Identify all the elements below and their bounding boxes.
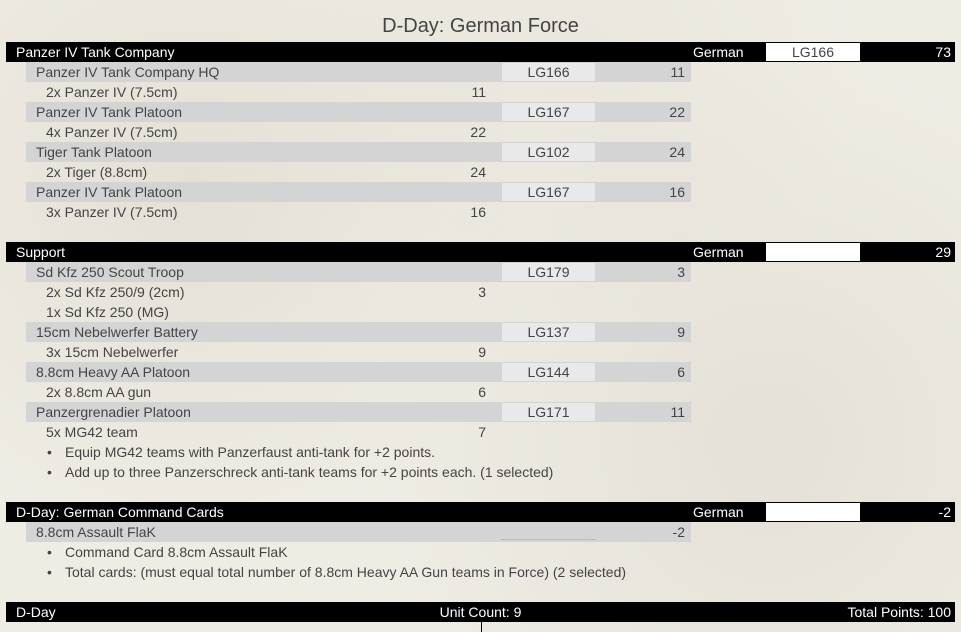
sub-points: 16 <box>470 204 486 220</box>
unit-code: LG166 <box>501 62 596 82</box>
sub-label: 2x Tiger (8.8cm) <box>46 164 148 180</box>
unit-label: 15cm Nebelwerfer Battery <box>36 324 198 340</box>
sub-item: 3x 15cm Nebelwerfer 9 <box>46 342 486 362</box>
section-code <box>766 243 860 261</box>
sub-item: 2x Panzer IV (7.5cm) 11 <box>46 82 486 102</box>
unit-label: Panzer IV Tank Platoon <box>36 104 183 120</box>
unit-points: 9 <box>596 322 691 342</box>
option-item[interactable]: Total cards: (must equal total number of… <box>47 562 626 582</box>
footer-bar: D-Day Unit Count: 9 Total Points: 100 <box>6 602 955 622</box>
sub-item: 3x Panzer IV (7.5cm) 16 <box>46 202 486 222</box>
sub-label: 3x 15cm Nebelwerfer <box>46 344 179 360</box>
section-points: 73 <box>935 44 951 60</box>
unit-code: LG102 <box>501 142 596 162</box>
unit-label: Panzer IV Tank Platoon <box>36 184 183 200</box>
section-header-support: Support German 29 <box>6 242 955 262</box>
section-points: 29 <box>935 244 951 260</box>
unit-points: 3 <box>596 262 691 282</box>
unit-count: Unit Count: 9 <box>439 604 522 620</box>
unit-points: 11 <box>596 402 691 422</box>
unit-row[interactable]: Panzer IV Tank Platoon LG167 22 <box>26 102 691 122</box>
section-points: -2 <box>938 504 951 520</box>
sub-label: 2x Sd Kfz 250/9 (2cm) <box>46 284 185 300</box>
unit-points: 6 <box>596 362 691 382</box>
unit-code: LG179 <box>501 262 596 282</box>
sub-points: 3 <box>478 284 486 300</box>
option-item[interactable]: Equip MG42 teams with Panzerfaust anti-t… <box>47 442 435 462</box>
sub-points: 6 <box>478 384 486 400</box>
section-name: Support <box>16 244 66 260</box>
sub-points: 11 <box>471 84 486 100</box>
unit-label: Panzergrenadier Platoon <box>36 404 191 420</box>
unit-code: LG167 <box>501 102 596 122</box>
unit-code: LG167 <box>501 182 596 202</box>
option-item[interactable]: Command Card 8.8cm Assault FlaK <box>47 542 287 562</box>
unit-row[interactable]: Panzer IV Tank Platoon LG167 16 <box>26 182 691 202</box>
sub-points: 9 <box>478 344 486 360</box>
option-item[interactable]: Add up to three Panzerschreck anti-tank … <box>47 462 553 482</box>
unit-points: 24 <box>596 142 691 162</box>
page-title: D-Day: German Force <box>382 15 579 37</box>
section-code: LG166 <box>766 43 860 61</box>
unit-label: Panzer IV Tank Company HQ <box>36 64 220 80</box>
unit-row[interactable]: Panzer IV Tank Company HQ LG166 11 <box>26 62 691 82</box>
sub-item: 2x Tiger (8.8cm) 24 <box>46 162 486 182</box>
footer-name: D-Day <box>16 604 56 620</box>
unit-points: 22 <box>596 102 691 122</box>
unit-label: Tiger Tank Platoon <box>36 144 152 160</box>
sub-item: 5x MG42 team 7 <box>46 422 486 442</box>
sub-label: 2x Panzer IV (7.5cm) <box>46 84 178 100</box>
sub-item: 1x Sd Kfz 250 (MG) <box>46 302 486 322</box>
section-header-command-cards: D-Day: German Command Cards German -2 <box>6 502 955 522</box>
sub-points: 22 <box>470 124 486 140</box>
section-nation: German <box>693 244 744 260</box>
section-code <box>766 503 860 521</box>
sub-item: 4x Panzer IV (7.5cm) 22 <box>46 122 486 142</box>
unit-code <box>501 522 596 542</box>
sub-points: 7 <box>478 424 486 440</box>
unit-points: 11 <box>596 62 691 82</box>
total-points: Total Points: 100 <box>847 604 951 620</box>
divider <box>481 622 482 632</box>
section-name: Panzer IV Tank Company <box>16 44 175 60</box>
section-nation: German <box>693 44 744 60</box>
sub-label: 4x Panzer IV (7.5cm) <box>46 124 178 140</box>
unit-row[interactable]: 15cm Nebelwerfer Battery LG137 9 <box>26 322 691 342</box>
unit-code: LG171 <box>501 402 596 422</box>
unit-code: LG144 <box>501 362 596 382</box>
section-header-tank-company: Panzer IV Tank Company German LG166 73 <box>6 42 955 62</box>
unit-code: LG137 <box>501 322 596 342</box>
sub-item: 2x 8.8cm AA gun 6 <box>46 382 486 402</box>
unit-row[interactable]: Sd Kfz 250 Scout Troop LG179 3 <box>26 262 691 282</box>
unit-label: Sd Kfz 250 Scout Troop <box>36 264 184 280</box>
unit-row[interactable]: Tiger Tank Platoon LG102 24 <box>26 142 691 162</box>
unit-points: -2 <box>596 522 691 542</box>
sub-label: 1x Sd Kfz 250 (MG) <box>46 304 169 320</box>
section-name: D-Day: German Command Cards <box>16 504 224 520</box>
sub-label: 3x Panzer IV (7.5cm) <box>46 204 178 220</box>
sub-label: 2x 8.8cm AA gun <box>46 384 152 400</box>
unit-label: 8.8cm Assault FlaK <box>36 524 156 540</box>
section-nation: German <box>693 504 744 520</box>
sub-item: 2x Sd Kfz 250/9 (2cm) 3 <box>46 282 486 302</box>
unit-row[interactable]: Panzergrenadier Platoon LG171 11 <box>26 402 691 422</box>
sub-label: 5x MG42 team <box>46 424 138 440</box>
sub-points: 24 <box>470 164 486 180</box>
unit-row[interactable]: 8.8cm Heavy AA Platoon LG144 6 <box>26 362 691 382</box>
unit-points: 16 <box>596 182 691 202</box>
unit-row[interactable]: 8.8cm Assault FlaK -2 <box>26 522 691 542</box>
unit-label: 8.8cm Heavy AA Platoon <box>36 364 191 380</box>
